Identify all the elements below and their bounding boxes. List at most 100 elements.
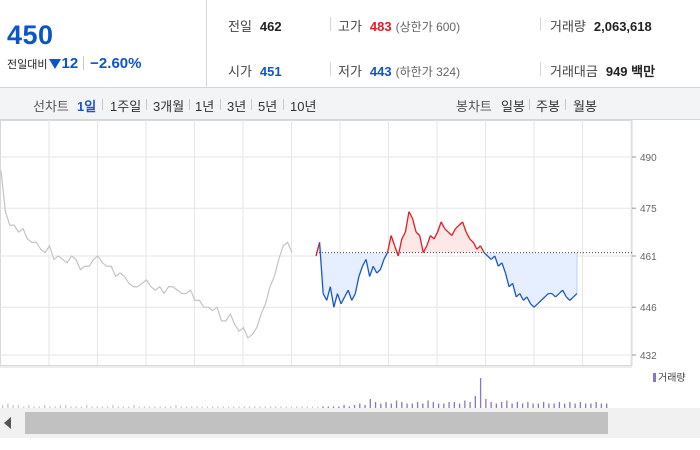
price-segment <box>454 224 460 230</box>
period-5y[interactable]: 5년 <box>258 99 278 114</box>
chart-scrollbar[interactable] <box>0 408 700 438</box>
volume-bar <box>579 402 582 408</box>
price-segment <box>487 255 492 260</box>
price-segment <box>404 211 410 233</box>
volume-bar <box>233 406 235 408</box>
volume-bar <box>107 406 109 408</box>
volume-bar <box>12 405 14 408</box>
divider <box>189 99 190 110</box>
price-segment <box>461 221 467 233</box>
volume-bar <box>206 406 209 408</box>
below-ref-fill <box>316 252 577 308</box>
volume-bar <box>243 406 245 408</box>
volume-bar <box>364 405 366 408</box>
price-segment <box>365 259 371 277</box>
volume-bar <box>390 403 392 408</box>
volume-bar <box>343 405 345 408</box>
volume-bar <box>296 406 298 408</box>
price-segment <box>429 235 435 240</box>
volume-bar <box>17 405 20 408</box>
price-segment <box>436 221 442 233</box>
price-segment <box>379 259 385 270</box>
volume-legend-swatch <box>653 373 656 382</box>
candle-monthly[interactable]: 월봉 <box>573 99 597 114</box>
period-3m[interactable]: 3개월 <box>153 99 185 114</box>
volume-bar <box>527 402 529 408</box>
divider <box>565 99 566 110</box>
volume-bar <box>500 402 503 408</box>
price-segment <box>390 235 396 246</box>
period-10y[interactable]: 10년 <box>290 99 317 114</box>
high-label: 고가 <box>338 19 362 34</box>
volume-bar <box>553 403 555 408</box>
divider <box>146 99 147 110</box>
price-segment <box>526 296 532 305</box>
volume-bar <box>469 402 471 408</box>
y-tick-label: 475 <box>640 204 657 215</box>
line-chart-label: 선차트 <box>33 99 69 114</box>
price-segment <box>469 238 474 243</box>
scroll-left-icon[interactable] <box>4 417 11 429</box>
price-segment <box>569 296 574 301</box>
y-tick-label: 432 <box>640 351 657 362</box>
volume-bar <box>212 406 214 408</box>
price-segment <box>426 235 432 246</box>
candle-weekly[interactable]: 주봉 <box>536 99 560 114</box>
volume-bar <box>44 405 46 408</box>
volume-legend-label: 거래량 <box>658 372 686 384</box>
period-1w[interactable]: 1주일 <box>110 99 142 114</box>
volume-bar <box>133 405 135 408</box>
candle-daily[interactable]: 일봉 <box>501 99 525 114</box>
price-segment <box>519 293 524 301</box>
volume-bar <box>191 406 193 408</box>
volume-bar <box>353 405 356 408</box>
volume-bar <box>112 405 114 408</box>
price-segment <box>361 259 367 267</box>
volume-bar <box>91 406 93 408</box>
volume-bar <box>416 402 419 408</box>
volume-bar <box>180 406 182 408</box>
period-1d[interactable]: 1일 <box>77 99 97 114</box>
volume-bar <box>369 399 371 408</box>
price-segment <box>512 283 517 298</box>
volume-value: 2,063,618 <box>593 19 652 34</box>
volume-bar <box>138 406 140 408</box>
price-segment <box>372 265 378 274</box>
candle-chart-label: 봉차트 <box>456 99 492 114</box>
volume-bar <box>143 406 146 408</box>
low-label: 저가 <box>338 64 362 79</box>
price-segment <box>433 231 439 240</box>
volume-bar <box>306 406 308 408</box>
volume-bar <box>170 406 172 408</box>
divider <box>83 56 85 70</box>
volume-legend: 거래량 <box>653 372 686 384</box>
volume-bar <box>59 405 62 408</box>
price-segment <box>386 235 392 253</box>
volume-bar <box>511 403 513 408</box>
prev-close-label: 전일 <box>228 19 252 34</box>
upper-limit: (상한가 600) <box>395 20 461 34</box>
volume-bar <box>164 406 167 408</box>
volume-bar <box>317 406 319 408</box>
scroll-thumb[interactable] <box>25 412 608 434</box>
period-3y[interactable]: 3년 <box>227 99 247 114</box>
price-segment <box>555 293 560 298</box>
volume: 거래량 2,063,618 <box>550 16 652 35</box>
lower-limit: (하한가 324) <box>395 65 461 79</box>
period-1y[interactable]: 1년 <box>195 99 215 114</box>
volume-bar <box>422 403 424 408</box>
volume-bar <box>338 406 340 408</box>
volume-bar <box>248 406 251 408</box>
volume-bar <box>569 402 571 408</box>
volume-bar <box>117 406 119 408</box>
low-value: 443 <box>369 64 392 79</box>
volume-bar <box>254 406 256 408</box>
volume-bar <box>359 403 361 408</box>
price-segment <box>530 303 535 308</box>
y-tick-label: 446 <box>640 303 657 314</box>
volume-bar <box>122 406 125 408</box>
price-segment <box>537 299 542 305</box>
chart-grid <box>0 120 633 366</box>
volume-bar <box>28 405 30 408</box>
volume-bar <box>259 406 261 408</box>
